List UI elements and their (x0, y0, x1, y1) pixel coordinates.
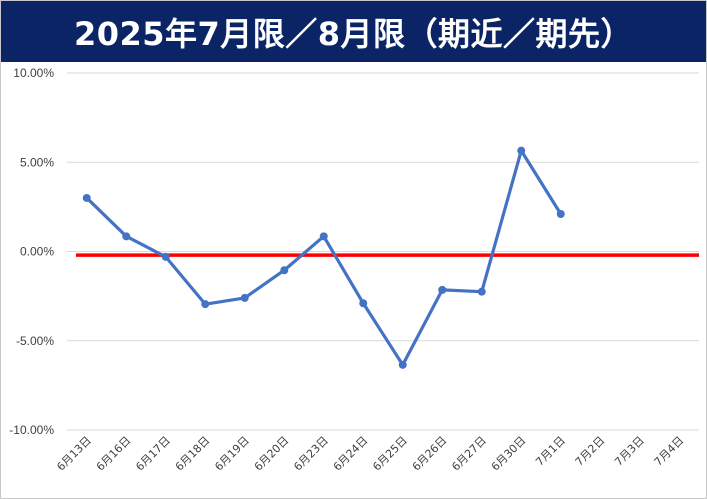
data-point (240, 293, 249, 302)
x-tick-label: 7月4日 (652, 434, 687, 469)
x-tick-label: 6月30日 (489, 434, 529, 474)
y-tick-label: 0.00% (20, 245, 54, 259)
data-point (359, 299, 368, 308)
x-tick-label: 6月23日 (291, 434, 331, 474)
data-point (556, 210, 565, 219)
x-tick-label: 6月27日 (449, 434, 489, 474)
x-tick-label: 6月19日 (212, 434, 252, 474)
y-tick-label: -10.00% (9, 423, 54, 437)
data-point (161, 252, 170, 261)
x-tick-label: 6月16日 (94, 434, 134, 474)
x-tick-label: 7月1日 (533, 434, 568, 469)
y-tick-label: 5.00% (20, 155, 54, 169)
x-axis-ticks: 6月13日 6月16日 6月17日 6月18日 6月19日 6月20日 6月23日 6月24日… (54, 434, 686, 474)
title-bar: 2025年7月限／8月限（期近／期先） (1, 1, 706, 62)
x-tick-label: 6月18日 (173, 434, 213, 474)
gridlines (67, 72, 699, 431)
x-tick-label: 7月2日 (573, 434, 608, 469)
x-tick-label: 6月26日 (410, 434, 450, 474)
data-point (477, 287, 486, 296)
y-axis-ticks: 10.00% 5.00% 0.00% -5.00% -10.00% (9, 66, 54, 437)
x-tick-label: 6月20日 (252, 434, 292, 474)
x-tick-label: 7月3日 (612, 434, 647, 469)
x-tick-label: 6月13日 (54, 434, 94, 474)
series-line (85, 149, 563, 367)
data-point (280, 266, 289, 275)
data-point (122, 232, 131, 241)
y-tick-label: 10.00% (13, 66, 54, 80)
series-layer (82, 146, 565, 369)
x-tick-label: 6月25日 (370, 434, 410, 474)
x-tick-label: 6月17日 (133, 434, 173, 474)
data-point (201, 300, 210, 309)
data-point (517, 146, 526, 155)
data-point (438, 285, 447, 294)
data-point (398, 360, 407, 369)
x-tick-label: 6月24日 (331, 434, 371, 474)
data-point (82, 193, 91, 202)
y-tick-label: -5.00% (16, 334, 54, 348)
chart-title: 2025年7月限／8月限（期近／期先） (73, 14, 634, 53)
data-point (319, 232, 328, 241)
